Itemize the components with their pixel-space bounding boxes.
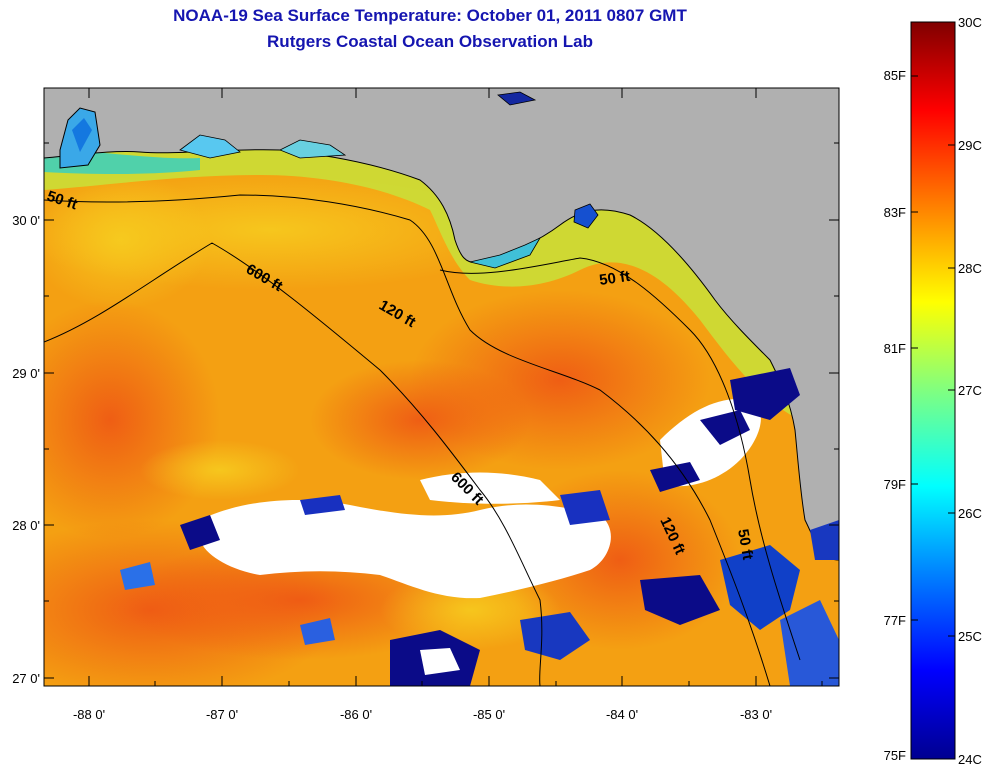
- cloud-band: [200, 500, 611, 599]
- lon-label: -86 0': [340, 707, 372, 722]
- cloud-edge: [520, 612, 590, 660]
- cool-zone: [140, 440, 300, 500]
- cloud-mask: [120, 368, 839, 686]
- cloud-edge: [810, 520, 839, 560]
- lat-label: 28 0': [12, 518, 40, 533]
- cloud-edge: [120, 562, 155, 590]
- cloud-band: [420, 472, 560, 504]
- map-title: NOAA-19 Sea Surface Temperature: October…: [173, 6, 687, 25]
- lon-ticks: [88, 88, 823, 686]
- cloud-edge: [300, 495, 345, 515]
- apalachicola-bay: [469, 237, 541, 269]
- colorbar-f-label: 83F: [884, 205, 906, 220]
- colorbar-f-label: 79F: [884, 477, 906, 492]
- cloud-edge: [720, 545, 800, 630]
- cloud-edge: [640, 575, 720, 625]
- cloud-band: [420, 648, 460, 675]
- contour-120ft: [44, 194, 771, 686]
- map-area: [44, 88, 839, 686]
- contour-50ft-east: [439, 257, 801, 661]
- colorbar-c-label: 28C: [958, 261, 982, 276]
- cloud-edge: [700, 410, 750, 445]
- lat-label: 27 0': [12, 671, 40, 686]
- colorbar-f-label: 81F: [884, 341, 906, 356]
- lat-ticks: [44, 142, 839, 679]
- colorbar-c-label: 30C: [958, 15, 982, 30]
- colorbar-c-label: 26C: [958, 506, 982, 521]
- lon-label: -87 0': [206, 707, 238, 722]
- colorbar-f-label: 77F: [884, 613, 906, 628]
- cloud-edge: [650, 462, 700, 492]
- cloud-edge: [560, 490, 610, 525]
- colorbar-c-label: 25C: [958, 629, 982, 644]
- cloud-edge: [780, 600, 839, 686]
- lon-label: -84 0': [606, 707, 638, 722]
- lat-label: 29 0': [12, 366, 40, 381]
- pensacola-bay: [179, 134, 241, 159]
- cool-zone: [44, 170, 210, 310]
- warm-zone: [44, 300, 220, 540]
- contour-label: 50 ft: [734, 528, 756, 561]
- lat-label: 30 0': [12, 213, 40, 228]
- inland-lake: [497, 91, 537, 106]
- contour-label: 50 ft: [598, 268, 631, 289]
- lon-label: -85 0': [473, 707, 505, 722]
- colorbar-f-label: 75F: [884, 748, 906, 763]
- colorbar-c-label: 29C: [958, 138, 982, 153]
- coastal-cool-band: [44, 145, 800, 421]
- apalachee-inlet: [573, 203, 599, 229]
- lon-label: -83 0': [740, 707, 772, 722]
- cloud-edge: [730, 368, 800, 420]
- map-subtitle: Rutgers Coastal Ocean Observation Lab: [267, 32, 593, 51]
- mobile-bay-inner: [72, 118, 92, 152]
- warm-zone: [310, 360, 530, 480]
- colorbar-ticks: [911, 75, 955, 637]
- lon-label: -88 0': [73, 707, 105, 722]
- bathymetry-contours: [44, 194, 801, 686]
- choctawhatchee-bay: [279, 139, 347, 159]
- colorbar: [910, 21, 956, 760]
- cloud-edge: [180, 515, 220, 550]
- colorbar-c-label: 27C: [958, 383, 982, 398]
- colorbar-c-label: 24C: [958, 752, 982, 767]
- cloud-edge: [300, 618, 335, 645]
- map-frame: [43, 87, 840, 687]
- land-mass: [44, 88, 839, 561]
- colorbar-f-label: 85F: [884, 68, 906, 83]
- contour-600ft: [44, 242, 543, 686]
